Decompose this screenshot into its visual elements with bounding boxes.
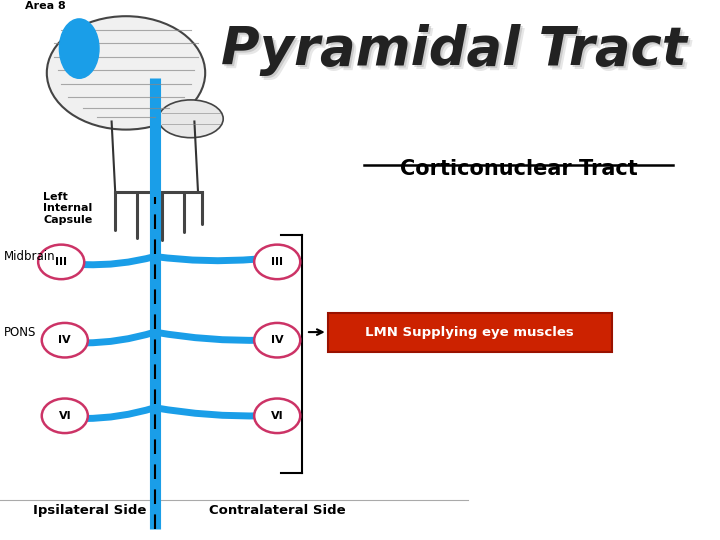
Text: Pyramidal Tract: Pyramidal Tract (220, 24, 687, 76)
Circle shape (38, 245, 84, 279)
Circle shape (254, 245, 300, 279)
Text: LMN Supplying eye muscles: LMN Supplying eye muscles (366, 326, 574, 339)
Text: Ipsilateral Side: Ipsilateral Side (33, 504, 147, 517)
Ellipse shape (47, 16, 205, 130)
Text: PONS: PONS (4, 326, 36, 339)
Text: Pyramidal Tract: Pyramidal Tract (225, 28, 691, 79)
Circle shape (42, 399, 88, 433)
Text: VI: VI (271, 411, 284, 421)
Text: Pyramidal Tract: Pyramidal Tract (222, 26, 689, 78)
Text: Left
Internal
Capsule: Left Internal Capsule (43, 192, 92, 225)
Text: Area 8: Area 8 (25, 1, 66, 11)
Text: VI: VI (58, 411, 71, 421)
Ellipse shape (59, 19, 99, 78)
Ellipse shape (158, 100, 223, 138)
Text: III: III (55, 257, 67, 267)
Circle shape (254, 323, 300, 357)
Text: IV: IV (271, 335, 284, 345)
FancyBboxPatch shape (328, 313, 612, 352)
Text: Midbrain: Midbrain (4, 250, 55, 263)
Circle shape (42, 323, 88, 357)
Text: IV: IV (58, 335, 71, 345)
Text: Corticonuclear Tract: Corticonuclear Tract (400, 159, 637, 179)
Text: Contralateral Side: Contralateral Side (209, 504, 346, 517)
Circle shape (254, 399, 300, 433)
Text: III: III (271, 257, 283, 267)
